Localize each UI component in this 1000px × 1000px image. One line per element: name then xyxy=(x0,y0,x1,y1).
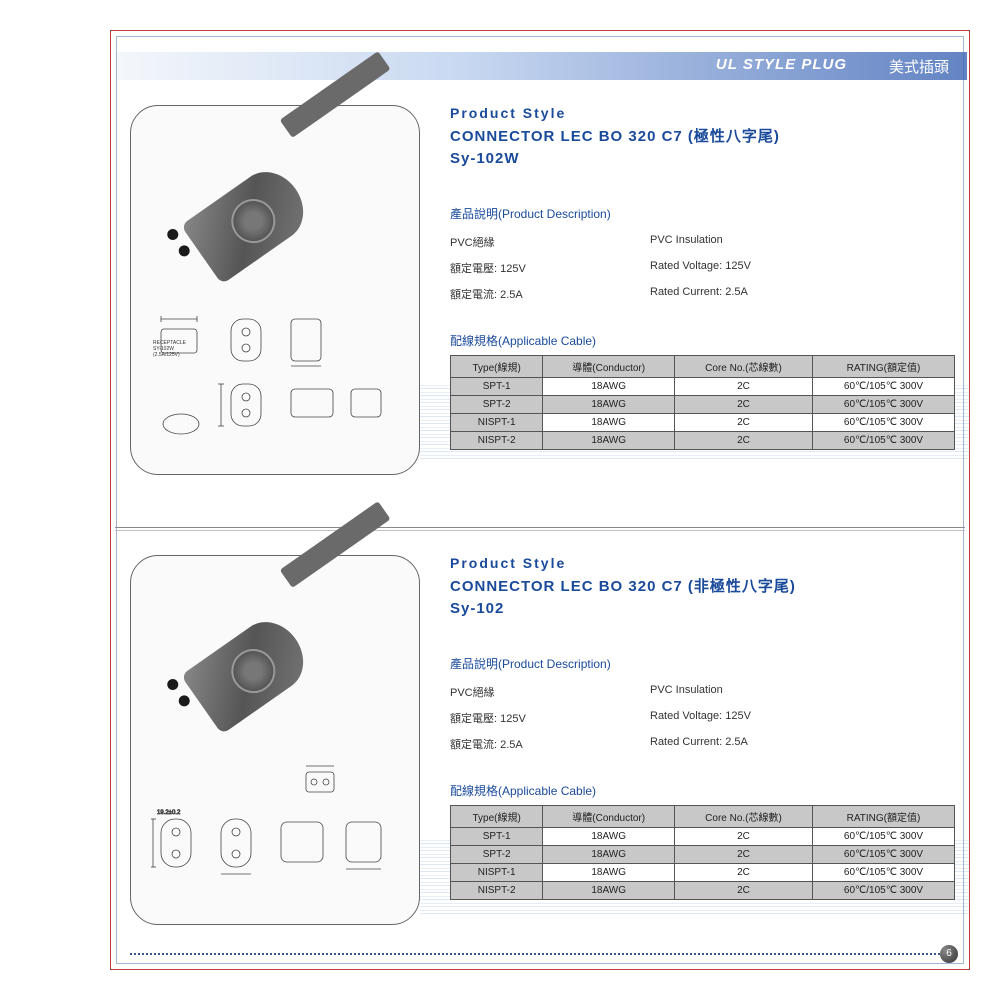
cable-table-1: Type(線規) 導體(Conductor) Core No.(芯線數) RAT… xyxy=(450,355,955,450)
svg-text:(2.5A/125V): (2.5A/125V) xyxy=(153,352,180,358)
ps-model: Sy-102W xyxy=(450,150,955,167)
desc-row: PVC絕緣PVC Insulation xyxy=(450,234,955,250)
product-info-1: Product Style CONNECTOR LEC BO 320 C7 (極… xyxy=(450,105,955,450)
desc-row: PVC絕緣PVC Insulation xyxy=(450,684,955,700)
desc-row: 額定電壓: 125VRated Voltage: 125V xyxy=(450,260,955,276)
tech-drawing-1: RECEPTACLE SY-102W (2.5A/125V) xyxy=(151,314,401,454)
desc-row: 額定電壓: 125VRated Voltage: 125V xyxy=(450,710,955,726)
ps-label: Product Style xyxy=(450,105,955,121)
header-title-en: UL STYLE PLUG xyxy=(716,56,847,73)
ps-title: CONNECTOR LEC BO 320 C7 (極性八字尾) xyxy=(450,125,955,146)
cable-table-2: Type(線規) 導體(Conductor) Core No.(芯線數) RAT… xyxy=(450,805,955,900)
page-number: 6 xyxy=(940,945,958,963)
ps-label: Product Style xyxy=(450,555,955,571)
product-image-2: 19.2±0.2 xyxy=(130,555,420,925)
desc-row: 額定電流: 2.5ARated Current: 2.5A xyxy=(450,736,955,752)
product-section-1: RECEPTACLE SY-102W (2.5A/125V) Product S… xyxy=(130,100,955,520)
footer-dots xyxy=(130,953,940,955)
product-section-2: 19.2±0.2 Product Style CONNECTOR LEC BO … xyxy=(130,550,955,970)
ps-title: CONNECTOR LEC BO 320 C7 (非極性八字尾) xyxy=(450,575,955,596)
desc-head: 產品說明(Product Description) xyxy=(450,205,955,222)
svg-text:19.2±0.2: 19.2±0.2 xyxy=(157,810,181,816)
divider xyxy=(115,527,965,528)
tech-drawing-2: 19.2±0.2 xyxy=(151,764,401,904)
desc-row: 額定電流: 2.5ARated Current: 2.5A xyxy=(450,286,955,302)
cable-head: 配線規格(Applicable Cable) xyxy=(450,332,955,349)
ps-model: Sy-102 xyxy=(450,600,955,617)
cable-head: 配線規格(Applicable Cable) xyxy=(450,782,955,799)
desc-head: 產品說明(Product Description) xyxy=(450,655,955,672)
divider xyxy=(115,530,965,531)
header-title-cn: 美式插頭 xyxy=(889,56,949,77)
product-info-2: Product Style CONNECTOR LEC BO 320 C7 (非… xyxy=(450,555,955,900)
product-image-1: RECEPTACLE SY-102W (2.5A/125V) xyxy=(130,105,420,475)
header-band: UL STYLE PLUG 美式插頭 xyxy=(115,52,967,80)
